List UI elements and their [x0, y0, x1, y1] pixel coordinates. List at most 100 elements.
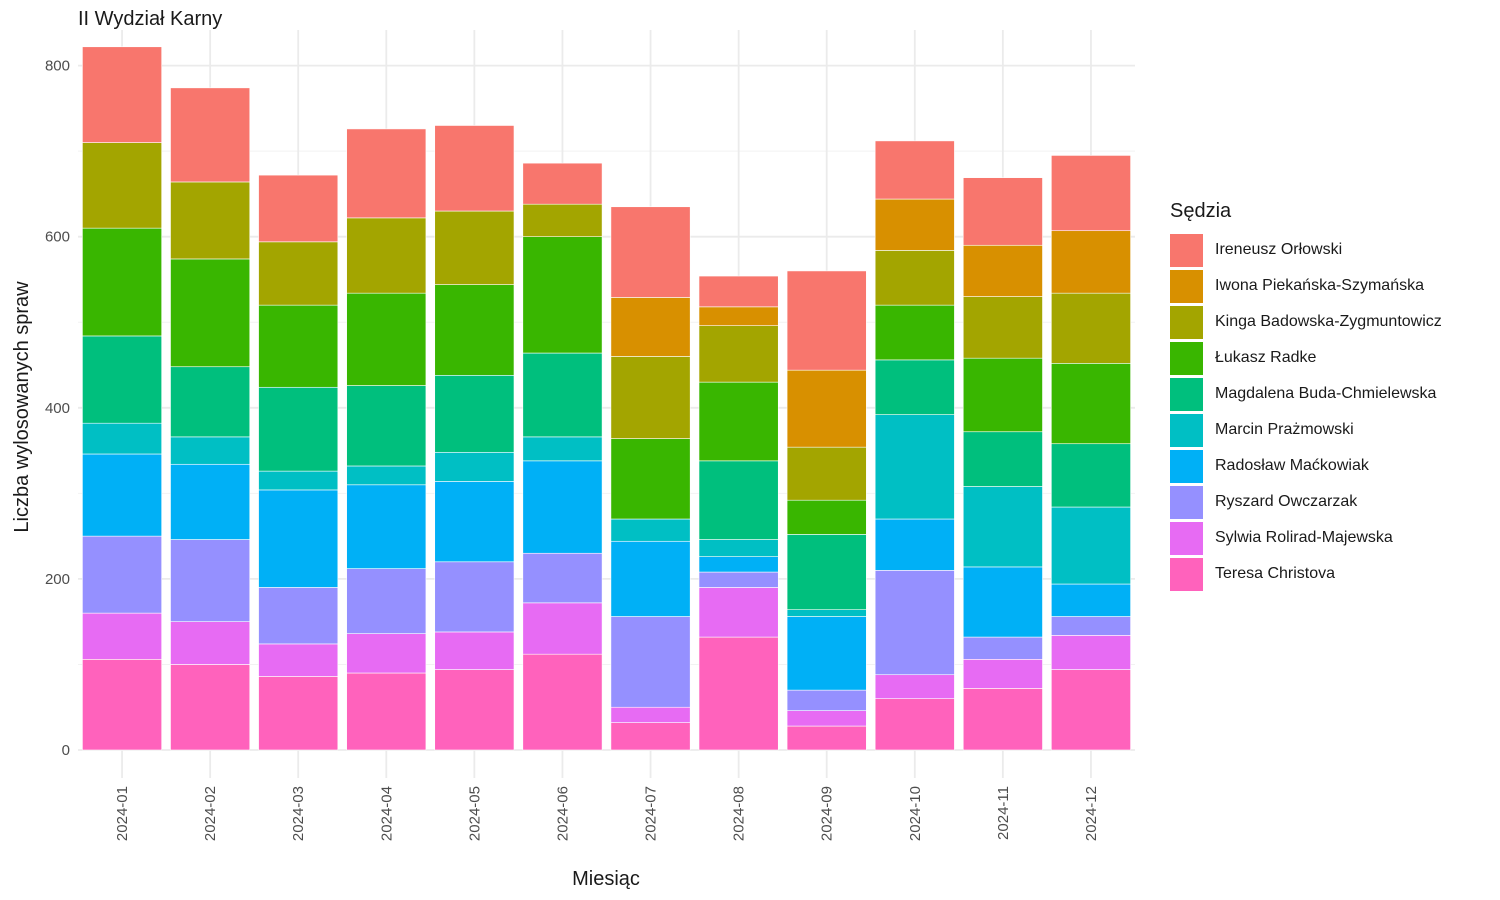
bar-segment: [522, 352, 603, 438]
y-tick-label: 0: [62, 742, 70, 759]
bar-segment: [874, 198, 955, 251]
bar-segment: [170, 664, 251, 751]
bar-segment: [786, 616, 867, 691]
bar-segment: [962, 688, 1043, 751]
legend-item: Ryszard Owczarzak: [1170, 484, 1442, 520]
bar-segment: [698, 381, 779, 462]
legend-item: Sylwia Rolirad-Majewska: [1170, 520, 1442, 556]
bar-segment: [82, 227, 162, 337]
bar-segment: [786, 725, 867, 751]
x-tick-label: 2024-08: [731, 786, 748, 841]
bar-segment: [786, 270, 867, 371]
bar-segment: [962, 177, 1043, 246]
bar-segment: [1051, 669, 1131, 751]
legend-item: Kinga Badowska-Zygmuntowicz: [1170, 304, 1442, 340]
bar-segment: [1051, 635, 1131, 670]
bar-segment: [874, 304, 955, 361]
bar-segment: [874, 674, 955, 699]
x-tick-label: 2024-09: [819, 786, 836, 841]
bar-segment: [786, 369, 867, 448]
bar-segment: [1051, 583, 1131, 617]
bar-segment: [522, 203, 603, 237]
bar-segment: [170, 87, 251, 183]
bar-segment: [786, 710, 867, 727]
bar-segment: [698, 460, 779, 540]
bar-segment: [258, 174, 339, 243]
legend-label: Radosław Maćkowiak: [1215, 457, 1369, 474]
legend-swatch: [1170, 485, 1203, 519]
bar-segment: [434, 374, 515, 453]
bar-segment: [698, 571, 779, 588]
bar-segment: [346, 385, 427, 467]
bar-segment: [874, 414, 955, 520]
bar-segment: [1051, 363, 1131, 445]
bar-segment: [962, 244, 1043, 297]
y-axis-title: Liczba wylosowanych spraw: [11, 281, 33, 533]
y-tick-label: 800: [45, 58, 70, 75]
bar-segment: [522, 653, 603, 751]
bar-segment: [434, 451, 515, 482]
bar-segment: [610, 356, 691, 439]
y-tick-label: 200: [45, 571, 70, 588]
bar-segment: [1051, 292, 1131, 364]
legend-swatch: [1170, 305, 1203, 339]
bar-segment: [962, 566, 1043, 638]
bar-segment: [258, 643, 339, 677]
legend-swatch: [1170, 269, 1203, 303]
bar-segment: [434, 631, 515, 670]
bar-segment: [346, 465, 427, 486]
bar-segment: [170, 436, 251, 465]
bar-segment: [522, 602, 603, 655]
bar-segment: [82, 142, 162, 229]
bar-segment: [610, 206, 691, 298]
bar-segment: [82, 46, 162, 143]
legend-label: Magdalena Buda-Chmielewska: [1215, 385, 1437, 402]
bar-segment: [786, 534, 867, 610]
x-axis-title: Miesiąc: [572, 868, 640, 890]
bar-segment: [82, 422, 162, 455]
bar-segment: [962, 486, 1043, 568]
bar-segment: [82, 535, 162, 614]
legend-item: Iwona Piekańska-Szymańska: [1170, 268, 1442, 304]
bar-segment: [522, 552, 603, 604]
x-tick-label: 2024-10: [907, 786, 924, 841]
bar-segment: [962, 357, 1043, 433]
bar-segment: [874, 518, 955, 571]
bar-segment: [786, 446, 867, 501]
bar-segment: [346, 633, 427, 674]
bar-segment: [346, 672, 427, 751]
legend-item: Marcin Prażmowski: [1170, 412, 1442, 448]
bar-segment: [346, 484, 427, 569]
bar-segment: [522, 236, 603, 354]
bar-segment: [434, 481, 515, 563]
legend-label: Ireneusz Orłowski: [1215, 241, 1343, 258]
bar-segment: [962, 659, 1043, 689]
bar-segment: [786, 499, 867, 535]
legend-swatch: [1170, 341, 1203, 375]
bar-segment: [610, 616, 691, 708]
bar-segment: [434, 125, 515, 212]
legend-item: Radosław Maćkowiak: [1170, 448, 1442, 484]
bar-segment: [258, 304, 339, 388]
bar-segment: [698, 275, 779, 308]
bar-segment: [258, 470, 339, 491]
x-tick-label: 2024-04: [378, 786, 395, 841]
bar-segment: [82, 659, 162, 751]
bar-segment: [874, 250, 955, 306]
y-tick-label: 600: [45, 229, 70, 246]
bar-segment: [258, 676, 339, 751]
bar-segment: [698, 539, 779, 557]
legend: Sędzia Ireneusz Orłowski Iwona Piekańska-…: [1170, 200, 1442, 592]
bar-segment: [346, 128, 427, 219]
bar-segment: [522, 436, 603, 462]
bar-segment: [522, 460, 603, 554]
bar-segment: [786, 609, 867, 617]
x-tick-label: 2024-01: [114, 786, 131, 841]
legend-item: Teresa Christova: [1170, 556, 1442, 592]
bar-segment: [874, 359, 955, 415]
bar-segment: [346, 568, 427, 634]
x-tick-label: 2024-11: [995, 786, 1012, 840]
bar-segment: [698, 325, 779, 383]
legend-item: Ireneusz Orłowski: [1170, 232, 1442, 268]
